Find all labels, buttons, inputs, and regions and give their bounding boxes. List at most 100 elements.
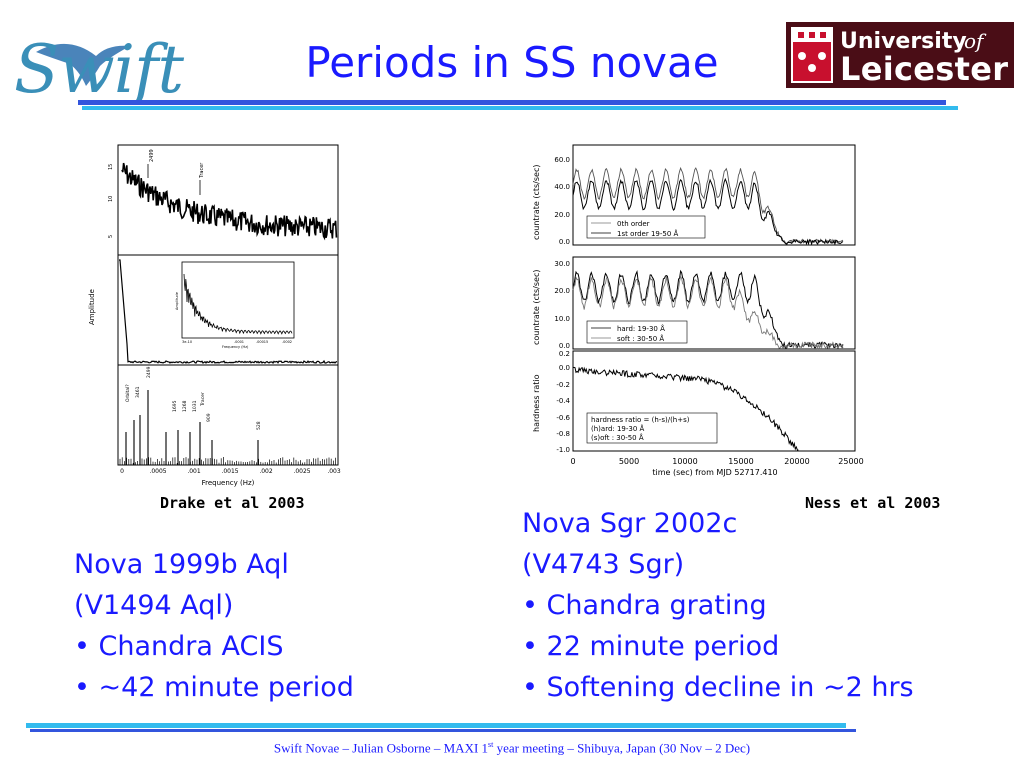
ness-xtick: 10000 xyxy=(672,457,697,466)
ness-panel-2 xyxy=(572,256,856,350)
slide-footer: Swift Novae – Julian Osborne – MAXI 1st … xyxy=(0,740,1024,756)
uni-logo-line1: University xyxy=(840,29,967,54)
ness-ytick: 0.0 xyxy=(559,342,570,350)
ness-xtick: 25000 xyxy=(838,457,863,466)
right-bullet-text: Chandra grating xyxy=(546,590,767,621)
drake-panel-2-trace xyxy=(119,259,338,364)
ness-p2-legend-1: soft : 30-50 Å xyxy=(617,334,664,343)
left-bullet: • ~42 minute period xyxy=(74,672,354,703)
swift-logo-text: Swift xyxy=(14,31,184,104)
header-rule-shadow xyxy=(82,106,958,110)
drake-inset-ylabel: Amplitude xyxy=(175,292,179,310)
footer-rule-shadow xyxy=(30,729,856,732)
ness-p3-legend-2: (s)oft : 30-50 Å xyxy=(591,433,644,442)
drake-inset-xtick: .0001 xyxy=(234,340,244,344)
ness-panel-3 xyxy=(572,350,856,452)
drake-figure: 2499 Tracer 5 10 15 Amplitude Amplitude … xyxy=(82,140,347,490)
drake-p3-label: 2499 xyxy=(146,366,152,378)
drake-xlabel: Frequency (Hz) xyxy=(202,479,255,487)
drake-panel-3-peaks xyxy=(119,390,336,465)
drake-p1-ytick: 5 xyxy=(108,235,114,238)
right-text-block: Nova Sgr 2002c (V4743 Sgr) • Chandra gra… xyxy=(522,503,914,708)
ness-p1-legend-0: 0th order xyxy=(617,220,650,228)
ness-ytick: 20.0 xyxy=(554,211,570,219)
ness-ytick: 0.0 xyxy=(559,364,570,372)
ness-ytick: 60.0 xyxy=(554,156,570,164)
drake-inset-xlabel: Frequency (Hz) xyxy=(222,345,249,349)
drake-p3-label: 3461 xyxy=(135,386,141,398)
ness-panel-1-trace-0th xyxy=(572,166,844,245)
drake-inset-trace xyxy=(183,273,293,335)
right-bullet: • Chandra grating xyxy=(522,590,767,621)
ness-p2-yticks: 0.0 10.0 20.0 30.0 xyxy=(554,260,570,350)
ness-p3-legend xyxy=(586,412,718,444)
ness-p2-legend-0: hard: 19-30 Å xyxy=(617,324,665,333)
ness-ytick: 20.0 xyxy=(554,287,570,295)
ness-xtick: 5000 xyxy=(619,457,639,466)
drake-xtick: .003 xyxy=(327,468,341,475)
left-bullet: • Chandra ACIS xyxy=(74,631,284,662)
left-heading-line: Nova 1999b Aql xyxy=(74,549,289,580)
ness-p3-legend-0: hardness ratio = (h-s)/(h+s) xyxy=(591,416,690,424)
right-heading-line: (V4743 Sgr) xyxy=(522,549,685,580)
university-logo: University of Leicester xyxy=(786,22,1014,88)
drake-xtick: .0015 xyxy=(221,468,238,475)
drake-ylabel: Amplitude xyxy=(88,289,96,325)
ness-xlabel: time (sec) from MJD 52717.410 xyxy=(652,468,777,477)
drake-inset-xtick: 3e-10 xyxy=(182,340,192,344)
right-heading-line: Nova Sgr 2002c xyxy=(522,508,738,539)
ness-panel-3-trace xyxy=(572,366,799,451)
ness-panel-2-trace-hard xyxy=(572,269,844,350)
ness-ytick: -0.2 xyxy=(556,381,570,389)
ness-ytick: -0.8 xyxy=(556,430,570,438)
drake-p3-label: 528 xyxy=(256,421,262,430)
footer-text-pre: Swift Novae – Julian Osborne – MAXI 1 xyxy=(273,740,489,756)
ness-xtick: 15000 xyxy=(728,457,753,466)
right-bullet-text: 22 minute period xyxy=(546,631,780,662)
ness-p1-yticks: 0.0 20.0 40.0 60.0 xyxy=(554,156,570,246)
drake-xtick: 0 xyxy=(120,468,124,475)
uni-logo-of: of xyxy=(964,29,987,53)
ness-p1-ylabel: countrate (cts/sec) xyxy=(532,165,541,241)
header-rule xyxy=(78,100,946,105)
slide-title: Periods in SS novae xyxy=(305,38,719,87)
ness-ytick: -0.4 xyxy=(556,397,570,405)
ness-p1-legend-1: 1st order 19-50 Å xyxy=(617,229,679,238)
drake-p3-label: 909 xyxy=(206,413,212,422)
ness-p3-yticks: 0.2 0.0 -0.2 -0.4 -0.6 -0.8 -1.0 xyxy=(556,350,570,454)
ness-figure: countrate (cts/sec) countrate (cts/sec) … xyxy=(525,140,870,480)
drake-p1-yticks: 5 10 15 xyxy=(108,164,114,238)
ness-ytick: 30.0 xyxy=(554,260,570,268)
swift-logo: Swift xyxy=(14,31,184,104)
drake-p1-label-2: Tracer xyxy=(199,162,205,179)
ness-ytick: 0.0 xyxy=(559,238,570,246)
drake-p1-ytick: 15 xyxy=(108,164,114,170)
footer-text-post: year meeting – Shibuya, Japan (30 Nov – … xyxy=(493,740,751,756)
drake-xticks: 0 .0005 .001 .0015 .002 .0025 .003 xyxy=(120,468,341,475)
drake-xtick: .0005 xyxy=(149,468,166,475)
ness-xtick: 20000 xyxy=(784,457,809,466)
ness-ytick: 0.2 xyxy=(559,350,570,358)
left-text-block: Nova 1999b Aql (V1494 Aql) • Chandra ACI… xyxy=(74,544,354,708)
ness-p3-legend-1: (h)ard: 19-30 Å xyxy=(591,424,645,433)
ness-ytick: -0.6 xyxy=(556,414,570,422)
drake-xtick: .002 xyxy=(259,468,273,475)
ness-ytick: 10.0 xyxy=(554,315,570,323)
ness-p2-legend xyxy=(586,320,688,344)
ness-p3-ylabel: hardness ratio xyxy=(532,374,541,432)
left-bullet-text: ~42 minute period xyxy=(98,672,354,703)
drake-p3-label: Tracer xyxy=(200,392,206,407)
left-heading-line: (V1494 Aql) xyxy=(74,590,234,621)
ness-panel-1-trace-1st xyxy=(572,177,844,246)
drake-p1-label-1: 2499 xyxy=(149,149,155,162)
left-bullet-text: Chandra ACIS xyxy=(98,631,284,662)
drake-xtick: .001 xyxy=(187,468,201,475)
footer-rule xyxy=(26,723,846,728)
ness-panel-2-trace-soft xyxy=(572,275,844,350)
left-citation: Drake et al 2003 xyxy=(160,494,305,512)
ness-xtick: 0 xyxy=(570,457,575,466)
footer-text-sup: st xyxy=(488,740,494,749)
drake-xtick: .0025 xyxy=(293,468,310,475)
drake-p1-ytick: 10 xyxy=(108,196,114,202)
uni-logo-line2: Leicester xyxy=(840,50,1008,88)
